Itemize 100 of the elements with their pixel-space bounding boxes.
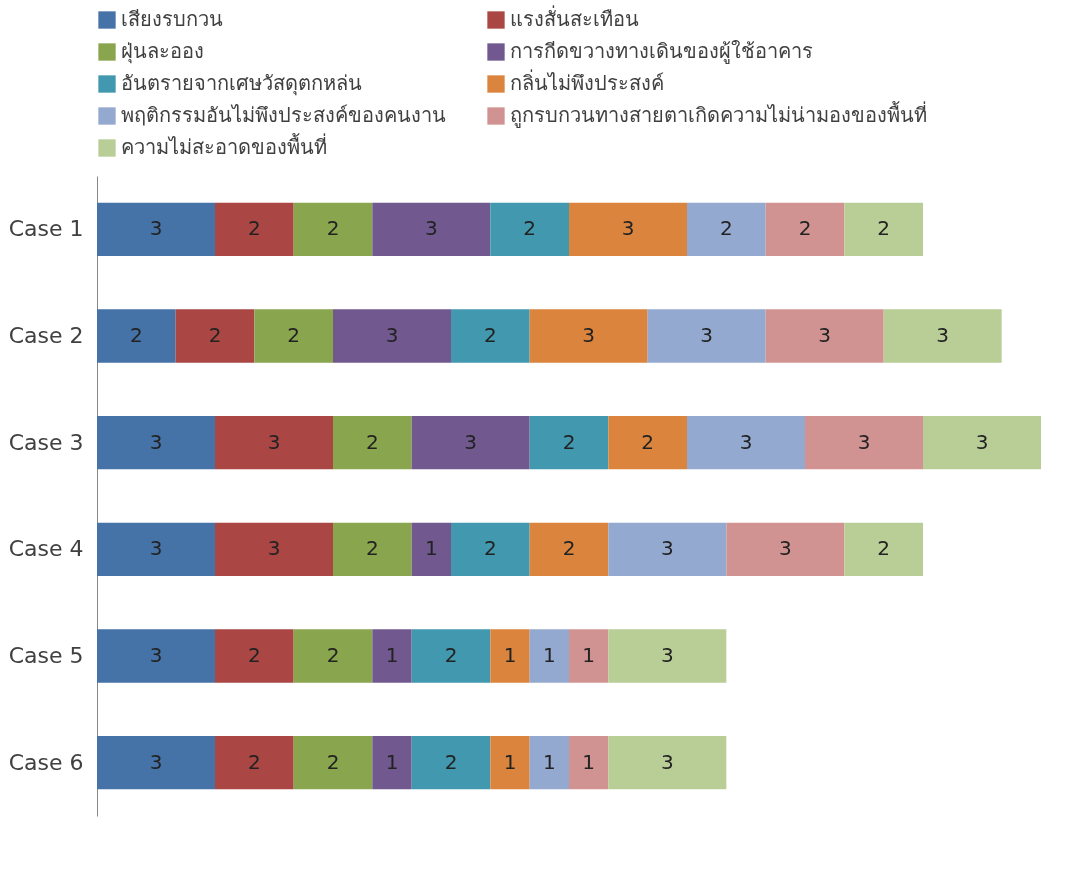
data-label: 2 (877, 216, 891, 241)
data-label: 3 (660, 749, 674, 774)
bar (215, 416, 333, 470)
bar (254, 309, 333, 363)
bar (529, 736, 569, 790)
data-label: 2 (719, 216, 733, 241)
bar (293, 202, 373, 256)
data-label: 2 (326, 216, 340, 241)
data-label: 3 (267, 429, 281, 454)
bar (97, 736, 215, 790)
legend-label: ถูกรบกวนทางสายตาเกิดความไม่น่ามองของพื้นที่ (510, 101, 927, 128)
legend-label: อันตรายจากเศษวัสดุตกหล่น (121, 71, 362, 96)
bar (97, 416, 215, 470)
bar (411, 629, 491, 683)
bar (372, 629, 412, 683)
data-label: 1 (542, 643, 556, 667)
bar (372, 736, 412, 790)
bar (883, 309, 1002, 363)
data-label: 3 (936, 323, 950, 347)
bar (215, 522, 333, 576)
bar (608, 629, 727, 683)
bar (411, 522, 451, 576)
bar (529, 309, 648, 363)
bar (569, 736, 609, 790)
bar (844, 522, 923, 576)
data-label: 3 (818, 323, 832, 347)
data-label: 2 (523, 216, 537, 241)
data-label: 3 (857, 429, 871, 454)
data-label: 2 (641, 429, 655, 454)
bar (372, 202, 491, 256)
data-label: 3 (582, 323, 596, 347)
bar (451, 309, 530, 363)
y-tick-label: Case 5 (8, 643, 84, 668)
bar (647, 309, 766, 363)
bar (765, 202, 845, 256)
bar (97, 629, 215, 683)
data-label: 2 (483, 323, 497, 347)
data-label: 2 (483, 536, 497, 561)
legend-label: แรงสั่นสะเทือน (510, 5, 639, 31)
bar (490, 736, 530, 790)
data-label: 1 (424, 536, 438, 561)
data-label: 2 (287, 323, 301, 347)
data-label: 2 (326, 749, 340, 774)
data-label: 2 (877, 536, 891, 561)
bar (215, 202, 294, 256)
data-label: 1 (582, 749, 596, 774)
data-label: 1 (385, 749, 399, 774)
data-label: 1 (542, 749, 556, 774)
legend-label: การกีดขวางทางเดินของผู้ใช้อาคาร (510, 39, 813, 64)
data-label: 3 (149, 749, 163, 774)
legend-label: กลิ่นไม่พึงประสงค์ (510, 69, 664, 95)
data-label: 2 (129, 323, 143, 347)
bar (97, 522, 215, 576)
data-label: 3 (149, 536, 163, 561)
bar (411, 416, 530, 470)
data-label: 3 (149, 643, 163, 667)
data-label: 2 (562, 536, 576, 561)
data-label: 2 (444, 643, 458, 667)
data-label: 3 (267, 536, 281, 561)
y-tick-label: Case 6 (8, 749, 84, 775)
bar (608, 522, 727, 576)
data-label: 2 (365, 429, 379, 454)
y-tick-label: Case 1 (8, 216, 84, 242)
y-tick-label: Case 4 (8, 536, 84, 562)
data-label: 3 (660, 643, 674, 667)
legend-label: พฤติกรรมอันไม่พึงประสงค์ของคนงาน (121, 103, 446, 127)
data-label: 2 (247, 216, 261, 241)
bar (687, 202, 766, 256)
bar (215, 736, 294, 790)
data-label: 1 (503, 643, 517, 667)
bar (97, 309, 176, 363)
data-label: 2 (798, 216, 812, 241)
bar (175, 309, 255, 363)
bar (215, 629, 294, 683)
data-label: 3 (149, 429, 163, 454)
bar (687, 416, 805, 470)
legend-label: เสียงรบกวน (121, 7, 223, 31)
bar (923, 416, 1041, 470)
bar (293, 629, 373, 683)
bar (569, 629, 609, 683)
bar (726, 522, 845, 576)
data-label: 2 (562, 429, 576, 454)
data-label: 3 (700, 323, 714, 347)
y-tick-label: Case 2 (8, 323, 84, 348)
bar (608, 416, 687, 470)
bar (97, 202, 215, 256)
bar (529, 629, 569, 683)
bar (451, 522, 530, 576)
data-label: 2 (247, 643, 261, 667)
data-label: 3 (464, 429, 478, 454)
data-label: 3 (621, 216, 635, 241)
bar (805, 416, 923, 470)
data-label: 3 (660, 536, 674, 561)
data-label: 2 (208, 323, 222, 347)
legend-label: ฝุ่นละออง (121, 39, 204, 64)
data-label: 2 (444, 749, 458, 774)
bar (529, 416, 609, 470)
data-label: 3 (149, 216, 163, 241)
bar (844, 202, 923, 256)
bar (529, 522, 609, 576)
